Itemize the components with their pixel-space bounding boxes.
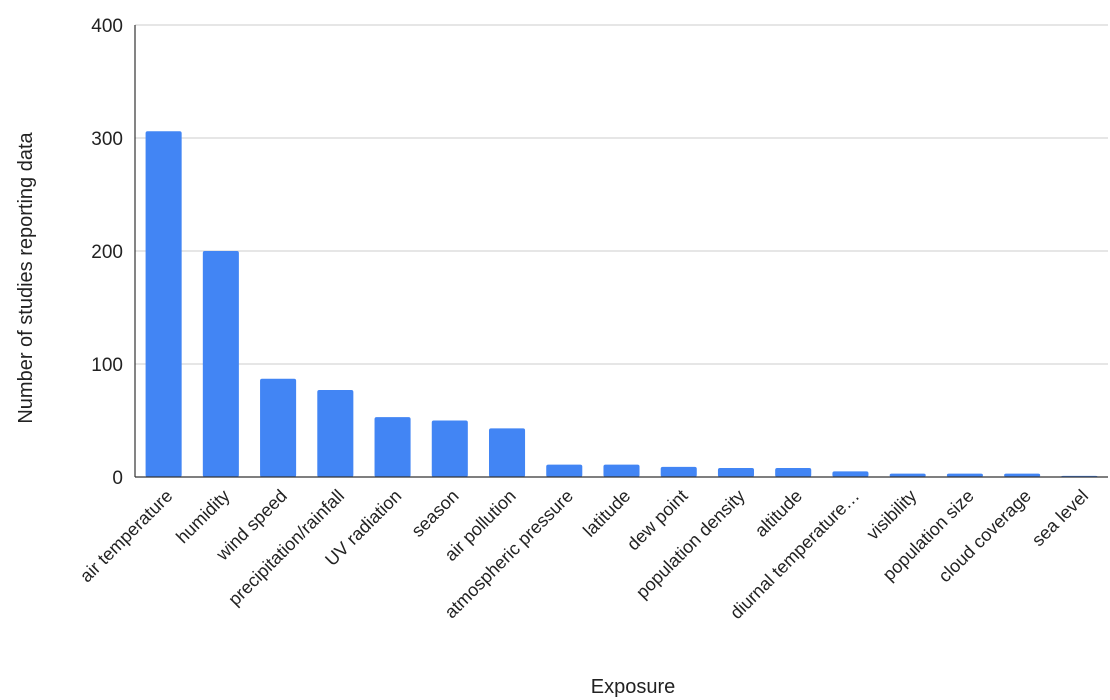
y-tick-label: 0: [112, 468, 123, 489]
x-tick-label: visibility: [863, 486, 921, 544]
y-tick-label: 400: [91, 16, 123, 37]
bar: [889, 473, 926, 477]
bar: [717, 467, 754, 477]
x-tick-label: sea level: [1028, 486, 1092, 550]
bar: [145, 131, 182, 477]
bar: [775, 467, 812, 477]
x-tick-label: air temperature: [76, 486, 176, 586]
bar: [832, 471, 869, 477]
bar: [489, 428, 526, 477]
bar: [202, 251, 239, 477]
bar: [1004, 473, 1041, 477]
x-tick-label: season: [407, 486, 462, 541]
x-tick-label: population density: [632, 486, 749, 603]
bar: [374, 417, 411, 477]
bar: [260, 378, 297, 477]
axes: [134, 25, 1108, 478]
y-tick-label: 100: [91, 355, 123, 376]
bars: [145, 131, 1098, 477]
y-axis-title: Number of studies reporting data: [15, 131, 37, 423]
x-axis-title: Exposure: [591, 676, 676, 698]
gridlines: [135, 24, 1108, 365]
bar: [431, 420, 468, 477]
y-tick-labels: 0 100 200 300 400: [91, 16, 123, 489]
x-tick-label: altitude: [751, 486, 806, 541]
bar: [546, 464, 583, 477]
y-tick-label: 300: [91, 129, 123, 150]
bar: [317, 389, 354, 477]
y-tick-label: 200: [91, 242, 123, 263]
x-tick-label: latitude: [579, 486, 634, 541]
bar: [946, 473, 983, 477]
bar: [660, 466, 697, 477]
bar: [603, 464, 640, 477]
